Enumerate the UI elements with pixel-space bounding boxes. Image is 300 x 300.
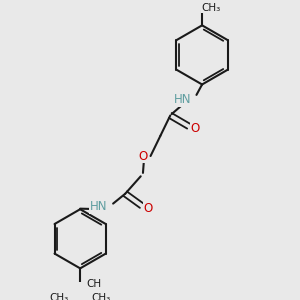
Text: O: O (190, 122, 200, 136)
Text: HN: HN (174, 94, 191, 106)
Text: O: O (143, 202, 152, 215)
Text: CH₃: CH₃ (50, 293, 69, 300)
Text: HN: HN (89, 200, 107, 213)
Text: CH₃: CH₃ (202, 3, 221, 13)
Text: CH: CH (86, 279, 101, 289)
Text: CH₃: CH₃ (92, 293, 111, 300)
Text: O: O (138, 149, 147, 163)
